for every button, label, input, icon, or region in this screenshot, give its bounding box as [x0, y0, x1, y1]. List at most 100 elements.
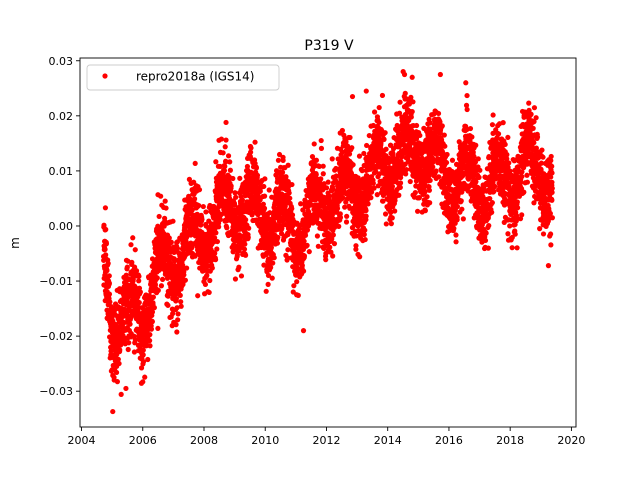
- data-point: [519, 212, 525, 218]
- data-point: [150, 294, 156, 300]
- data-point: [136, 278, 142, 284]
- data-point: [495, 131, 502, 137]
- data-point: [171, 258, 178, 264]
- data-point: [320, 171, 326, 177]
- data-point: [248, 145, 254, 151]
- data-point: [329, 156, 335, 162]
- data-point: [212, 250, 218, 256]
- data-point: [464, 92, 470, 99]
- data-point: [261, 183, 267, 190]
- data-point: [212, 257, 219, 263]
- data-point: [301, 253, 308, 259]
- data-point: [132, 336, 138, 343]
- data-point: [344, 213, 350, 219]
- data-point: [326, 193, 332, 199]
- data-point: [127, 321, 133, 327]
- data-point: [537, 226, 543, 232]
- data-point: [236, 264, 242, 270]
- data-point: [512, 231, 518, 237]
- data-point: [269, 275, 275, 281]
- data-point: [245, 234, 251, 240]
- data-point: [173, 322, 179, 328]
- data-point: [365, 201, 371, 207]
- data-point: [237, 175, 243, 181]
- data-point: [382, 130, 388, 136]
- data-point: [436, 174, 442, 180]
- data-point: [524, 172, 530, 178]
- data-point: [166, 235, 172, 241]
- data-point: [300, 268, 307, 274]
- data-point: [202, 281, 209, 288]
- data-point: [265, 281, 271, 287]
- data-point: [233, 194, 239, 200]
- data-point: [382, 211, 389, 217]
- data-point: [149, 309, 156, 315]
- data-point: [397, 180, 404, 186]
- data-point: [232, 276, 239, 282]
- data-point: [379, 92, 386, 99]
- data-point: [477, 167, 483, 173]
- data-point: [486, 222, 492, 229]
- data-point: [266, 187, 272, 193]
- data-point: [220, 150, 226, 156]
- data-point: [238, 273, 245, 279]
- data-point: [149, 319, 155, 325]
- data-point: [460, 216, 466, 222]
- data-point: [140, 347, 146, 353]
- data-point: [158, 193, 164, 199]
- data-point: [200, 203, 206, 210]
- data-point: [151, 305, 157, 311]
- data-point: [304, 242, 310, 248]
- data-point: [422, 189, 428, 195]
- data-point: [133, 268, 140, 274]
- data-point: [147, 332, 153, 338]
- data-point: [417, 132, 423, 139]
- data-point: [302, 232, 309, 238]
- data-point: [196, 202, 202, 209]
- data-point: [189, 207, 195, 213]
- data-point: [140, 359, 147, 365]
- data-point: [410, 99, 416, 105]
- data-point: [156, 213, 162, 220]
- data-point: [280, 157, 286, 163]
- data-point: [331, 241, 338, 247]
- data-point: [301, 238, 307, 244]
- data-point: [214, 246, 220, 252]
- data-point: [376, 119, 382, 125]
- data-point: [506, 160, 512, 166]
- data-point: [402, 90, 408, 96]
- data-layer: [100, 69, 555, 415]
- data-point: [476, 174, 482, 180]
- data-point: [534, 134, 541, 140]
- data-point: [453, 232, 459, 238]
- data-point: [289, 181, 295, 188]
- data-point: [483, 230, 489, 236]
- data-point: [454, 217, 460, 223]
- data-point: [313, 172, 319, 178]
- data-point: [181, 272, 187, 278]
- data-point: [430, 157, 436, 163]
- data-point: [315, 243, 321, 249]
- data-point: [145, 356, 151, 363]
- data-point: [177, 292, 183, 298]
- data-point: [195, 293, 201, 299]
- data-point: [469, 134, 475, 140]
- data-point: [148, 326, 155, 332]
- data-point: [132, 247, 138, 253]
- data-point: [435, 110, 442, 117]
- chart-title: P319 V: [304, 38, 354, 54]
- data-point: [175, 311, 181, 317]
- data-point: [505, 134, 511, 141]
- data-point: [320, 163, 326, 169]
- data-point: [459, 206, 465, 212]
- data-point: [105, 260, 111, 266]
- data-point: [101, 222, 107, 228]
- data-point: [313, 157, 320, 163]
- data-point: [223, 137, 229, 143]
- data-point: [528, 111, 534, 117]
- data-point: [492, 183, 498, 189]
- data-point: [427, 200, 433, 206]
- data-point: [142, 374, 148, 380]
- data-point: [174, 305, 180, 311]
- data-point: [155, 325, 161, 332]
